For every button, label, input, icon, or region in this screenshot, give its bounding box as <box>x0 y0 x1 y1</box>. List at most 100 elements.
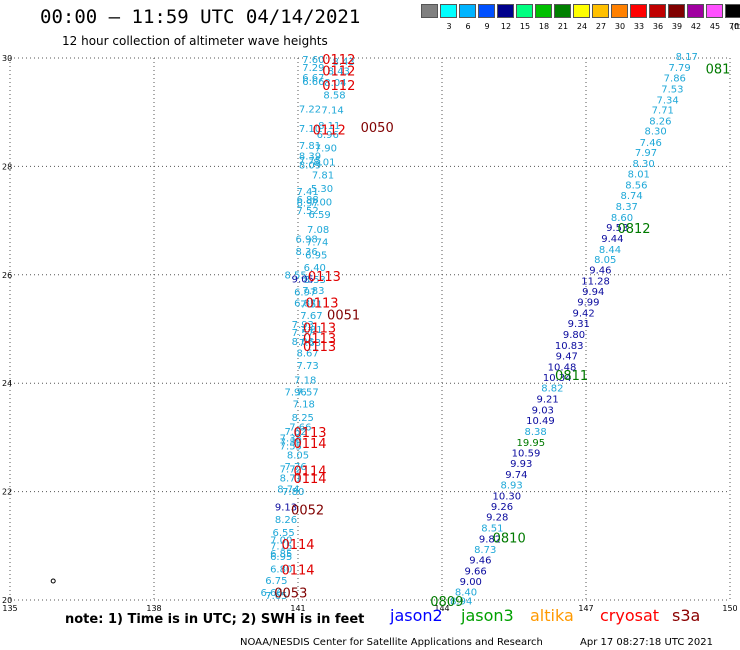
wave-height-label: 9.26 <box>491 502 513 513</box>
wave-height-label: 8.51 <box>481 523 503 534</box>
wave-height-label: 6.80 <box>270 565 292 576</box>
wave-height-label: 6.87 <box>294 299 316 310</box>
wave-height-label: 8.11 <box>318 121 340 132</box>
wave-height-label: 8.67 <box>296 348 318 359</box>
wave-height-label: 9.94 <box>582 287 604 298</box>
wave-height-label: 8.71 <box>280 474 302 485</box>
wave-height-label: 7.79 <box>668 63 690 74</box>
wave-height-label: 6.97 <box>296 198 318 209</box>
pass-time-label: 0113 <box>308 270 341 285</box>
wave-height-label: 6.66 <box>302 77 324 88</box>
wave-height-label: 8.26 <box>649 116 671 127</box>
footnote: note: 1) Time is in UTC; 2) SWH is in fe… <box>65 612 365 627</box>
lat-tick-label: 26 <box>2 271 12 280</box>
wave-height-label: 8.01 <box>628 170 650 181</box>
pass-time-label: 081 <box>706 62 731 77</box>
wave-height-label: 9.46 <box>589 265 611 276</box>
wave-height-label: 9.47 <box>556 352 578 363</box>
wave-height-label: 7.08 <box>307 225 329 236</box>
wave-height-label: 8.60 <box>611 213 633 224</box>
wave-height-label: 8.37 <box>616 202 638 213</box>
wave-height-label: 8.74 <box>620 191 642 202</box>
wave-height-label: 7.62 <box>284 427 306 438</box>
wave-height-label: 7.18 <box>294 375 316 386</box>
wave-height-label: 9.03 <box>532 405 554 416</box>
lat-tick-label: 22 <box>2 488 12 497</box>
wave-height-label: 7.18 <box>293 399 315 410</box>
wave-height-label: 8.82 <box>541 384 563 395</box>
wave-height-label: 7.90 <box>315 144 337 155</box>
wave-height-label: 7.38 <box>280 433 302 444</box>
wave-height-label: 7.65 <box>265 591 287 602</box>
wave-height-label: 7.97 <box>635 148 657 159</box>
wave-height-label: 7.76 <box>284 462 306 473</box>
scale-label: 15 <box>519 22 531 31</box>
scale-swatch <box>725 4 740 18</box>
scale-swatch <box>649 4 666 18</box>
legend-cryosat: cryosat <box>600 606 660 625</box>
wave-height-label: 7.72 <box>280 464 302 475</box>
pass-time-label: 0113 <box>293 426 326 441</box>
wave-height-label: 8.58 <box>323 90 345 101</box>
pass-time-label: 0053 <box>274 586 307 601</box>
wave-height-label: 6.85 <box>270 549 292 560</box>
pass-time-label: 0112 <box>322 53 355 68</box>
wave-height-label: 10.30 <box>492 491 521 502</box>
lat-tick-label: 20 <box>2 596 12 605</box>
wave-height-label: 9.74 <box>505 470 527 481</box>
wave-height-label: 7.55 <box>280 442 302 453</box>
wave-height-label: 7.46 <box>640 138 662 149</box>
lat-tick-label: 24 <box>2 379 12 388</box>
scale-swatch <box>478 4 495 18</box>
wave-height-label: 7.29 <box>302 63 324 74</box>
scale-label: 39 <box>671 22 683 31</box>
scale-unit: (ft) <box>730 22 740 31</box>
pass-time-label: 0114 <box>293 472 326 487</box>
scale-label: 12 <box>500 22 512 31</box>
island-icon <box>50 578 56 584</box>
pass-time-label: 0112 <box>322 79 355 94</box>
wave-height-label: 10.34 <box>543 373 572 384</box>
scale-label: 9 <box>484 22 490 31</box>
wave-height-label: 6.97 <box>294 288 316 299</box>
scale-label: 36 <box>652 22 664 31</box>
lon-tick-label: 135 <box>2 604 17 613</box>
pass-time-label: 0112 <box>322 64 355 79</box>
wave-height-label: 7.51 <box>300 300 322 311</box>
wave-height-label: 8.05 <box>594 255 616 266</box>
wave-height-label: 7.75 <box>299 156 321 167</box>
wave-height-label: 6.96 <box>317 130 339 141</box>
wave-height-label: 7.10 <box>299 124 321 135</box>
wave-height-label: 8.74 <box>277 484 299 495</box>
pass-time-label: 0052 <box>291 503 324 518</box>
wave-height-label: 8.05 <box>287 450 309 461</box>
pass-time-label: 0113 <box>303 340 336 355</box>
wave-height-label: 9.44 <box>601 234 623 245</box>
wave-height-label: 9.80 <box>563 330 585 341</box>
wave-height-label: 7.96 <box>284 387 306 398</box>
wave-height-label: 7.71 <box>652 106 674 117</box>
scale-swatch <box>459 4 476 18</box>
wave-height-label: 7.83 <box>302 286 324 297</box>
wave-height-label: 7.39 <box>280 437 302 448</box>
wave-height-label: 6.88 <box>296 195 318 206</box>
wave-height-label: 7.81 <box>312 171 334 182</box>
wave-height-label: 8.01 <box>313 158 335 169</box>
wave-height-label: 7.63 <box>299 338 321 349</box>
lat-tick-label: 28 <box>2 162 12 171</box>
wave-height-label: 8.36 <box>296 247 318 258</box>
scale-swatch <box>630 4 647 18</box>
wave-height-label: 9.93 <box>510 459 532 470</box>
wave-height-label: 9.28 <box>486 513 508 524</box>
wave-height-label: 7.86 <box>664 74 686 85</box>
wave-height-label: 8.06 <box>292 337 314 348</box>
pass-time-label: 0114 <box>281 564 314 579</box>
scale-swatch <box>516 4 533 18</box>
scale-label: 45 <box>709 22 721 31</box>
wave-height-label: 9.31 <box>568 319 590 330</box>
wave-height-label: 8.94 <box>450 597 472 608</box>
scale-swatch <box>706 4 723 18</box>
generated-timestamp: Apr 17 08:27:18 UTC 2021 <box>580 637 713 648</box>
wave-height-label: 8.53 <box>304 275 326 286</box>
